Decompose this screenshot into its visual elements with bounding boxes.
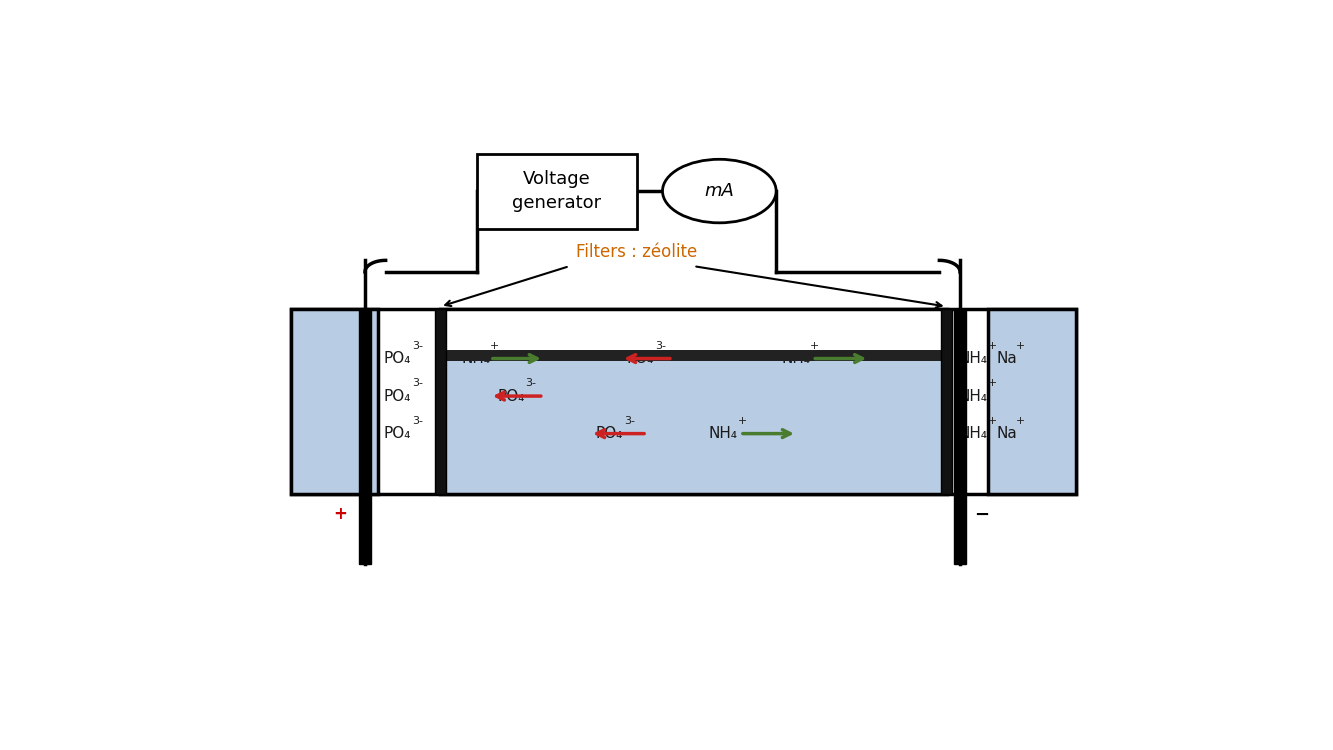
- Bar: [941, 310, 952, 494]
- Text: 3-: 3-: [412, 340, 423, 351]
- Bar: [291, 310, 1076, 494]
- Text: +: +: [1016, 340, 1025, 351]
- Bar: [360, 310, 371, 563]
- Text: Na: Na: [996, 351, 1017, 366]
- Text: 3-: 3-: [412, 378, 423, 388]
- Text: 3-: 3-: [624, 416, 635, 426]
- Bar: [988, 310, 1076, 494]
- Text: PO₄: PO₄: [497, 388, 525, 404]
- Text: +: +: [809, 340, 818, 351]
- Bar: [435, 310, 447, 494]
- Bar: [440, 350, 946, 494]
- Text: PO₄: PO₄: [384, 351, 411, 366]
- Text: +: +: [988, 416, 997, 426]
- Text: NH₄: NH₄: [709, 426, 738, 441]
- Text: +: +: [988, 340, 997, 351]
- Bar: [477, 154, 637, 229]
- Text: −: −: [974, 506, 989, 524]
- Text: NH₄: NH₄: [958, 351, 988, 366]
- Text: 3-: 3-: [655, 340, 665, 351]
- Bar: [440, 310, 946, 494]
- Text: PO₄: PO₄: [384, 388, 411, 404]
- Text: NH₄: NH₄: [781, 351, 810, 366]
- Text: PO₄: PO₄: [627, 351, 653, 366]
- Text: +: +: [737, 416, 746, 426]
- Text: PO₄: PO₄: [596, 426, 623, 441]
- Text: NH₄: NH₄: [958, 426, 988, 441]
- Text: mA: mA: [704, 182, 734, 200]
- Text: PO₄: PO₄: [384, 426, 411, 441]
- Bar: [440, 310, 946, 350]
- Text: +: +: [1016, 416, 1025, 426]
- Circle shape: [663, 159, 776, 223]
- Text: NH₄: NH₄: [958, 388, 988, 404]
- Text: Filters : zéolite: Filters : zéolite: [576, 243, 697, 261]
- Text: +: +: [333, 506, 348, 524]
- Text: 3-: 3-: [525, 378, 537, 388]
- Bar: [954, 310, 965, 563]
- Bar: [440, 350, 946, 361]
- Text: +: +: [489, 340, 499, 351]
- Text: +: +: [988, 378, 997, 388]
- Text: Voltage
generator: Voltage generator: [512, 170, 601, 211]
- Bar: [291, 310, 379, 494]
- Text: Na: Na: [996, 426, 1017, 441]
- Text: 3-: 3-: [412, 416, 423, 426]
- Text: NH₄: NH₄: [461, 351, 491, 366]
